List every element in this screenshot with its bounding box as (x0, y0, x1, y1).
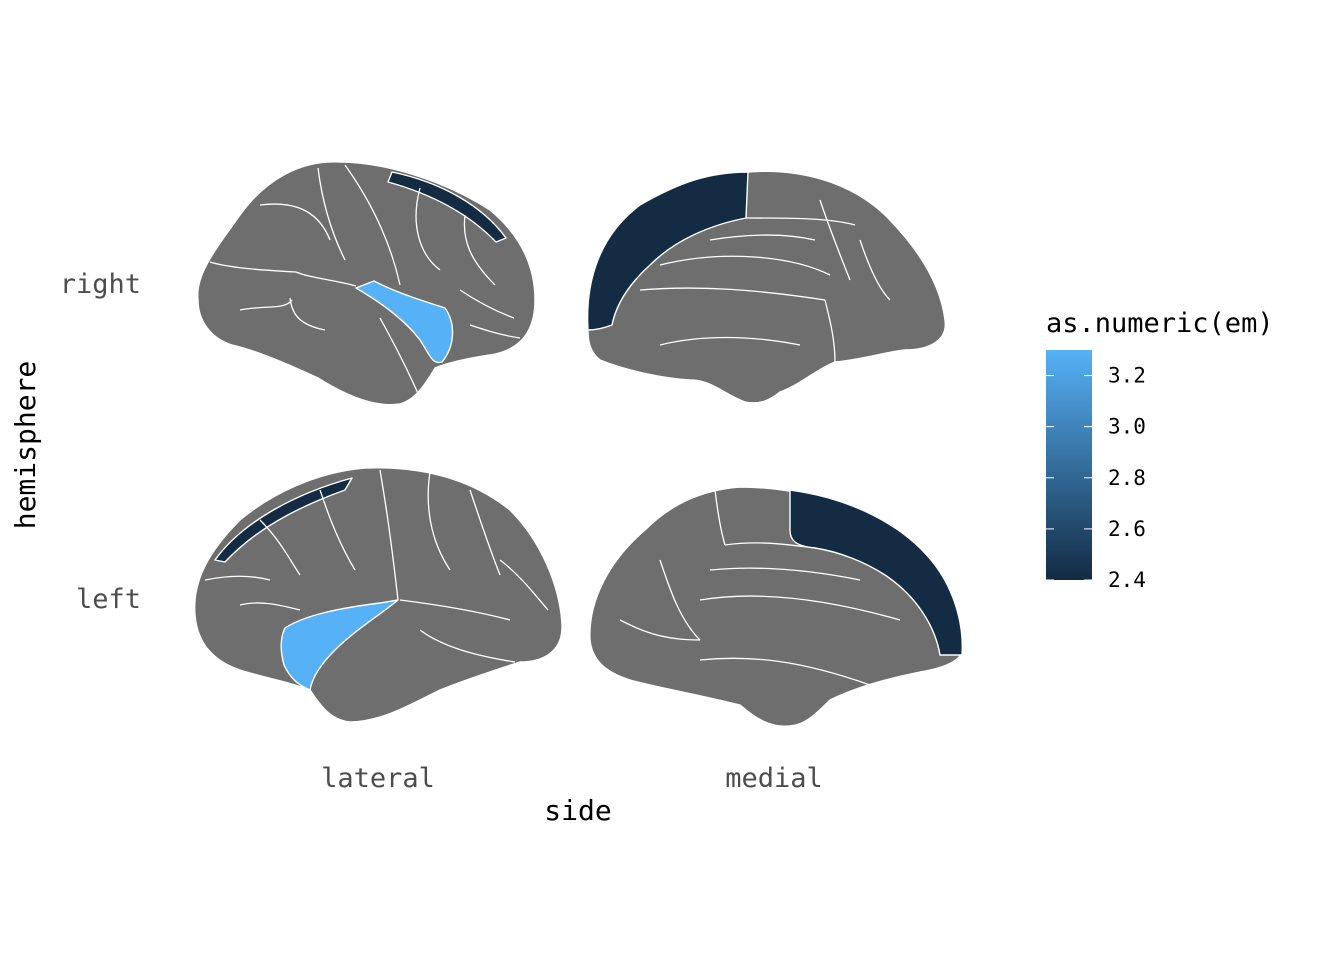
x-axis-title: side (544, 794, 611, 827)
right-lateral-superior-frontal (387, 171, 507, 243)
legend-ticks: 3.2 3.0 2.8 2.6 2.4 (1046, 364, 1146, 592)
right-lateral-sulci (209, 164, 521, 399)
right-medial-sulci (639, 199, 891, 363)
brain-left-lateral (193, 467, 563, 723)
left-medial-cortex (589, 486, 963, 727)
brain-left-medial (589, 486, 963, 727)
right-medial-superior-frontal (586, 171, 749, 331)
left-lateral-superior-frontal (214, 477, 353, 563)
legend-tick-label: 2.4 (1108, 568, 1146, 592)
legend-tick-label: 3.0 (1108, 415, 1146, 439)
left-lateral-sulci (204, 469, 549, 663)
legend-colorbar (1046, 350, 1092, 580)
right-lateral-superior-temporal (355, 280, 454, 364)
legend-tick-label: 2.8 (1108, 466, 1146, 490)
legend-tick-label: 3.2 (1108, 364, 1146, 388)
left-lateral-cortex (193, 467, 563, 723)
y-tick-label-right: right (60, 269, 141, 300)
x-tick-label-medial: medial (725, 763, 823, 794)
left-medial-sulci (619, 489, 901, 686)
y-tick-label-left: left (76, 584, 141, 615)
brain-right-medial (586, 170, 946, 404)
brain-right-lateral (197, 161, 536, 406)
legend-title: as.numeric(em) (1046, 308, 1274, 339)
x-tick-label-lateral: lateral (321, 763, 435, 794)
legend: as.numeric(em) 3.2 3.0 2.8 2.6 2.4 (1046, 308, 1274, 592)
legend-tick-label: 2.6 (1108, 517, 1146, 541)
left-lateral-superior-temporal (280, 599, 399, 691)
y-axis-title: hemisphere (9, 361, 42, 530)
